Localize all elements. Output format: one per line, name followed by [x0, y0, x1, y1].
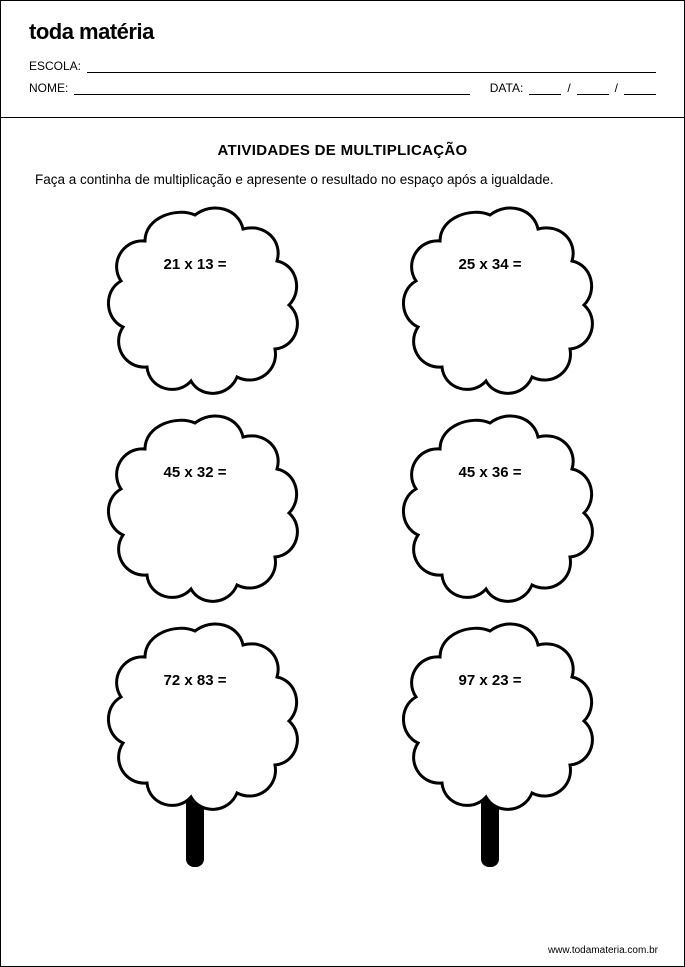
problem-text: 21 x 13 = — [75, 256, 315, 273]
brand-logo: toda matéria — [29, 19, 656, 45]
nome-data-row: NOME: DATA: / / — [29, 81, 656, 95]
problem-text: 72 x 83 = — [75, 672, 315, 689]
cloud-shape-icon — [370, 203, 610, 421]
escola-line[interactable] — [87, 61, 656, 73]
data-day-line[interactable] — [529, 83, 561, 95]
cloud-problem: 21 x 13 = — [75, 203, 315, 421]
data-sep2: / — [615, 81, 618, 95]
escola-label: ESCOLA: — [29, 59, 81, 73]
worksheet-title: ATIVIDADES DE MULTIPLICAÇÃO — [35, 142, 650, 159]
cloud-shape-icon — [370, 619, 610, 837]
cloud-problem: 72 x 83 = — [75, 619, 315, 837]
nome-line[interactable] — [74, 83, 469, 95]
cloud-problem: 25 x 34 = — [370, 203, 610, 421]
problem-text: 45 x 32 = — [75, 464, 315, 481]
problem-text: 97 x 23 = — [370, 672, 610, 689]
cloud-problem: 45 x 36 = — [370, 411, 610, 629]
worksheet-content: ATIVIDADES DE MULTIPLICAÇÃO Faça a conti… — [1, 118, 684, 913]
footer-url: www.todamateria.com.br — [548, 945, 658, 956]
worksheet-instructions: Faça a continha de multiplicação e apres… — [35, 171, 650, 189]
data-month-line[interactable] — [577, 83, 609, 95]
tree-right: 25 x 34 = 45 x 36 = 97 x 23 = — [370, 203, 610, 837]
cloud-shape-icon — [75, 411, 315, 629]
nome-field: NOME: — [29, 81, 470, 95]
data-sep1: / — [567, 81, 570, 95]
cloud-problem: 45 x 32 = — [75, 411, 315, 629]
problem-text: 45 x 36 = — [370, 464, 610, 481]
trees-container: 21 x 13 = 45 x 32 = 72 x 83 = — [35, 203, 650, 903]
data-field: DATA: / / — [490, 81, 656, 95]
worksheet-page: toda matéria ESCOLA: NOME: DATA: / / ATI… — [0, 0, 685, 967]
tree-left: 21 x 13 = 45 x 32 = 72 x 83 = — [75, 203, 315, 837]
escola-field: ESCOLA: — [29, 59, 656, 73]
cloud-shape-icon — [370, 411, 610, 629]
cloud-shape-icon — [75, 619, 315, 837]
problem-text: 25 x 34 = — [370, 256, 610, 273]
data-year-line[interactable] — [624, 83, 656, 95]
data-label: DATA: — [490, 81, 524, 95]
worksheet-header: toda matéria ESCOLA: NOME: DATA: / / — [1, 1, 684, 118]
cloud-problem: 97 x 23 = — [370, 619, 610, 837]
nome-label: NOME: — [29, 81, 68, 95]
cloud-shape-icon — [75, 203, 315, 421]
